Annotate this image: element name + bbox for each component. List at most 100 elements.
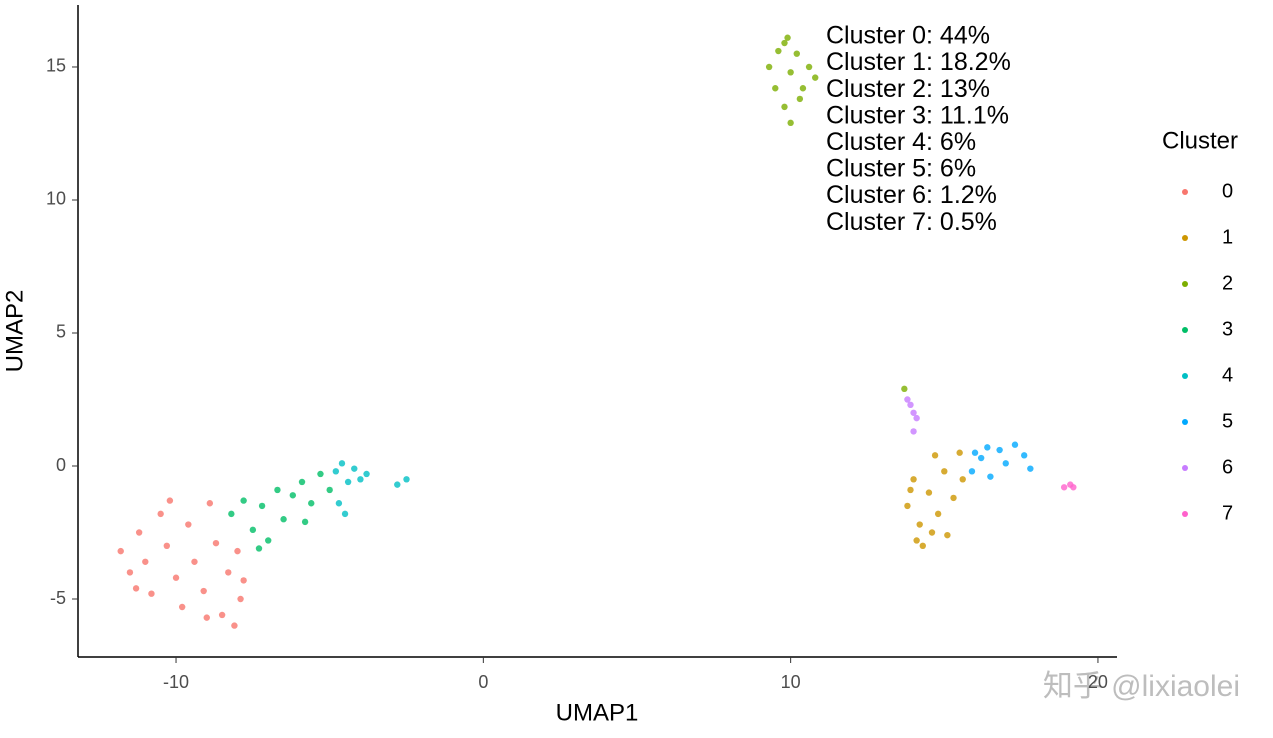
point [910,428,917,435]
point [237,595,244,603]
legend-title: Cluster [1162,127,1238,154]
legend-label: 6 [1222,456,1233,478]
point [326,486,333,494]
point [977,454,985,462]
legend-label: 4 [1222,364,1233,386]
point [335,500,343,507]
point [910,409,917,416]
point [968,468,976,475]
point [126,569,134,576]
y-tick-label: 15 [46,56,66,76]
point [298,478,306,486]
point [255,545,263,552]
point [178,603,186,611]
point [772,85,779,92]
point [984,444,991,451]
point [919,542,926,550]
point [928,529,936,536]
point [956,449,963,456]
legend-label: 2 [1222,272,1233,294]
point [1060,484,1068,491]
point [1011,441,1019,448]
point [1002,460,1009,467]
annotation: Cluster 6: 1.2% [826,181,997,209]
point [996,446,1003,454]
point [987,473,994,480]
point [787,119,794,127]
point [944,531,951,539]
point [784,34,791,41]
y-tick-label: 5 [56,322,66,342]
point [799,85,807,92]
point [218,611,226,619]
legend-marker [1182,281,1188,287]
point [228,510,235,518]
point [132,585,140,592]
x-axis-title: UMAP1 [556,699,639,726]
point [913,537,920,544]
legend-marker [1182,235,1188,241]
point [901,385,908,393]
point [357,476,364,483]
point [787,69,794,76]
annotation: Cluster 7: 0.5% [826,208,997,236]
point [394,481,401,488]
point [959,476,966,483]
point [148,590,155,597]
point [913,414,920,422]
point [231,622,238,629]
point [907,401,914,409]
point [934,510,942,518]
point [910,476,917,483]
point [971,449,979,456]
annotation: Cluster 5: 6% [826,155,976,183]
point [781,103,788,111]
point [805,63,813,71]
point [1020,452,1028,459]
point [338,460,346,467]
point [258,502,266,510]
point [135,529,143,536]
point [907,486,914,494]
point [172,574,180,581]
point [775,47,782,55]
legend-marker [1182,511,1188,517]
legend-label: 7 [1222,502,1233,524]
legend-marker [1182,327,1188,333]
legend-label: 5 [1222,410,1233,432]
point [240,577,247,584]
point [265,537,272,544]
point [332,468,340,475]
point [950,494,957,502]
legend-label: 1 [1222,226,1233,248]
point [157,510,164,518]
point [203,614,210,621]
annotation: Cluster 4: 6% [826,128,976,156]
legend-marker [1182,419,1188,425]
point [240,497,247,504]
point [308,500,315,507]
point [289,492,297,499]
point [781,39,788,47]
point [142,558,149,565]
annotation: Cluster 2: 13% [826,75,990,103]
point [212,539,220,547]
legend-marker [1182,189,1188,195]
point [941,468,948,475]
point [317,470,324,478]
point [206,500,214,507]
point [274,486,281,494]
point [163,542,171,550]
point [793,50,800,57]
point [117,547,124,555]
point [925,489,933,496]
legend-label: 3 [1222,318,1233,340]
point [904,396,911,403]
point [765,63,773,71]
y-axis-title: UMAP2 [1,290,28,373]
annotation: Cluster 0: 44% [826,22,990,50]
point [363,470,370,478]
point [351,465,358,472]
point [200,587,207,595]
